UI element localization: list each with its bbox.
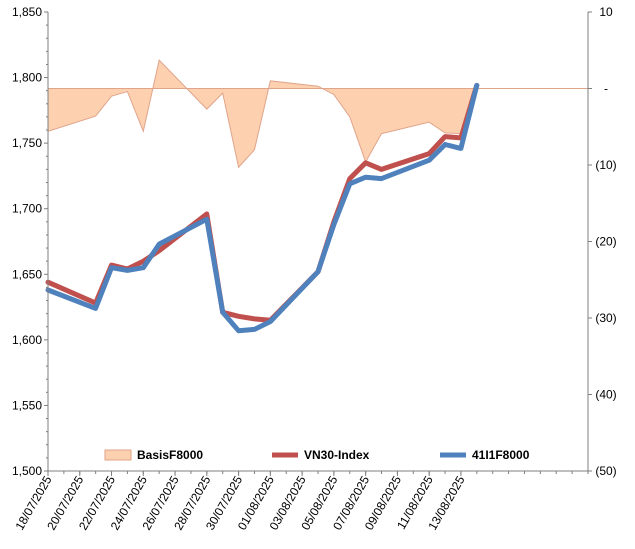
legend: BasisF8000 VN30-Index 41I1F8000 [104, 448, 530, 462]
y-left-tick-label: 1,800 [12, 71, 42, 85]
y-right-tick-label: (40) [595, 388, 616, 402]
y-left-tick-label: 1,600 [12, 333, 42, 347]
y-right-tick-label: (10) [595, 158, 616, 172]
y-left-tick-label: 1,700 [12, 202, 42, 216]
y-right-tick-label: (50) [595, 464, 616, 478]
y-left-tick-label: 1,850 [12, 5, 42, 19]
y-right-tick-label: - [604, 82, 608, 96]
y-left-tick-label: 1,500 [12, 464, 42, 478]
plot-area [45, 59, 588, 334]
y-right-tick-label: (30) [595, 311, 616, 325]
y-right-tick-label: (20) [595, 235, 616, 249]
y-left-tick-label: 1,550 [12, 398, 42, 412]
series-area-BasisF8000 [47, 59, 478, 169]
y-left-tick-label: 1,650 [12, 267, 42, 281]
legend-label-VN30-Index: VN30-Index [304, 448, 370, 462]
y-right-tick-label: 10 [599, 5, 613, 19]
legend-label-BasisF8000: BasisF8000 [137, 448, 203, 462]
y-left-tick-label: 1,750 [12, 136, 42, 150]
legend-swatch-BasisF8000 [104, 449, 132, 461]
series-line-41I1F8000 [45, 82, 480, 334]
legend-label-41I1F8000: 41I1F8000 [472, 448, 530, 462]
